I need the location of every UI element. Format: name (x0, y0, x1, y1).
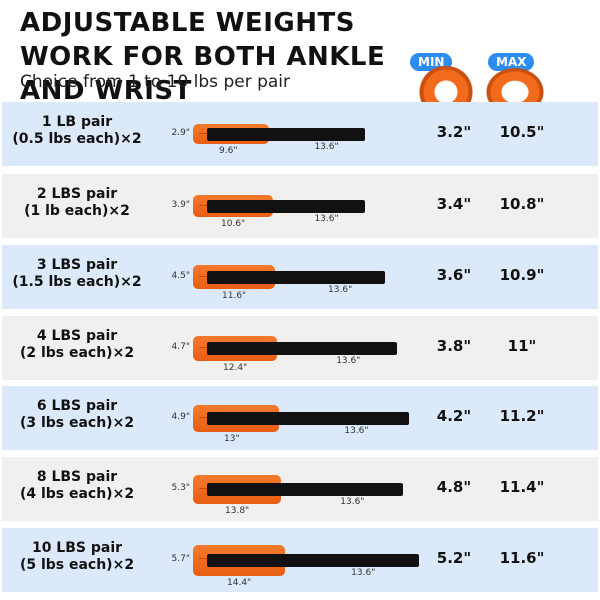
width-dimension: 11.6" (222, 291, 247, 301)
weight-row: 4 LBS pair (2 lbs each)×2 4.7" 12.4" 13.6" 3.… (2, 316, 598, 380)
min-value: 3.6" (436, 266, 472, 284)
width-dimension: 13.8" (225, 505, 250, 516)
weight-label-line2: (2 lbs each)×2 (19, 345, 135, 361)
max-value: 11.2" (499, 407, 545, 425)
strap-bar (207, 483, 403, 496)
weight-label-line2: (5 lbs each)×2 (19, 557, 135, 573)
strap-bar (207, 412, 409, 425)
weight-label: 6 LBS pair (3 lbs each)×2 (2, 398, 152, 432)
length-dimension: 13.6" (314, 214, 339, 224)
weight-label-line2: (0.5 lbs each)×2 (12, 131, 142, 147)
height-dimension: 2.9" (171, 128, 190, 138)
weight-label: 1 LB pair (0.5 lbs each)×2 (2, 114, 152, 148)
height-dimension: 5.3" (171, 483, 190, 493)
weight-label-line1: 6 LBS pair (36, 398, 118, 414)
weight-label-line1: 4 LBS pair (36, 328, 118, 344)
weight-row: 2 LBS pair (1 lb each)×2 3.9" 10.6" 13.6" 3.4… (2, 174, 598, 238)
length-dimension: 13.6" (351, 568, 376, 578)
weight-label-line1: 10 LBS pair (31, 540, 123, 556)
weight-label: 8 LBS pair (4 lbs each)×2 (2, 469, 152, 503)
weight-label: 10 LBS pair (5 lbs each)×2 (2, 540, 152, 574)
weight-label-line1: 2 LBS pair (36, 186, 118, 202)
strap-bar (207, 554, 419, 567)
min-value: 3.2" (436, 123, 472, 141)
weight-label: 4 LBS pair (2 lbs each)×2 (2, 328, 152, 362)
strap-bar (207, 342, 397, 355)
width-dimension: 14.4" (227, 577, 252, 588)
weight-label-line1: 1 LB pair (41, 114, 113, 130)
weight-label-line1: 3 LBS pair (36, 257, 118, 273)
strap-bar (207, 128, 365, 141)
strap-bar (207, 200, 365, 213)
height-dimension: 4.9" (171, 412, 190, 422)
max-value: 10.5" (499, 123, 545, 141)
length-dimension: 13.6" (344, 426, 369, 436)
length-dimension: 13.6" (340, 497, 365, 507)
page-title: ADJUSTABLE WEIGHTS WORK FOR BOTH ANKLE A… (20, 8, 386, 106)
strap-bar (207, 271, 385, 284)
weight-row: 6 LBS pair (3 lbs each)×2 4.9" 13" 13.6" 4.2"… (2, 386, 598, 450)
weight-label: 2 LBS pair (1 lb each)×2 (2, 186, 152, 220)
width-dimension: 10.6" (221, 219, 246, 229)
max-value: 11.4" (499, 478, 545, 496)
height-dimension: 3.9" (171, 200, 190, 210)
height-dimension: 4.5" (171, 271, 190, 281)
page-subtitle: Choice from 1 to 10 lbs per pair (20, 72, 291, 92)
max-value: 11.6" (499, 549, 545, 567)
max-value: 11" (507, 337, 537, 355)
height-dimension: 4.7" (171, 342, 190, 352)
length-dimension: 13.6" (328, 285, 353, 295)
weight-label-line2: (4 lbs each)×2 (19, 486, 135, 502)
length-dimension: 13.6" (336, 356, 361, 366)
min-value: 3.4" (436, 195, 472, 213)
min-value: 3.8" (436, 337, 472, 355)
weight-label-line1: 8 LBS pair (36, 469, 118, 485)
weight-label-line2: (1.5 lbs each)×2 (12, 274, 142, 290)
max-value: 10.8" (499, 195, 545, 213)
length-dimension: 13.6" (314, 142, 339, 152)
max-value: 10.9" (499, 266, 545, 284)
min-value: 4.2" (436, 407, 472, 425)
weight-row: 1 LB pair (0.5 lbs each)×2 2.9" 9.6" 13.6" 3.… (2, 102, 598, 166)
weight-row: 3 LBS pair (1.5 lbs each)×2 4.5" 11.6" 13.6"… (2, 245, 598, 309)
weight-label: 3 LBS pair (1.5 lbs each)×2 (2, 257, 152, 291)
weight-label-line2: (1 lb each)×2 (24, 203, 130, 219)
min-value: 5.2" (436, 549, 472, 567)
width-dimension: 13" (224, 433, 240, 444)
weight-label-line2: (3 lbs each)×2 (19, 415, 135, 431)
weight-row: 10 LBS pair (5 lbs each)×2 5.7" 14.4" 13.6" 5… (2, 528, 598, 592)
min-value: 4.8" (436, 478, 472, 496)
weight-row: 8 LBS pair (4 lbs each)×2 5.3" 13.8" 13.6" 4.… (2, 457, 598, 521)
width-dimension: 9.6" (219, 146, 238, 156)
height-dimension: 5.7" (171, 554, 190, 564)
width-dimension: 12.4" (223, 362, 248, 373)
